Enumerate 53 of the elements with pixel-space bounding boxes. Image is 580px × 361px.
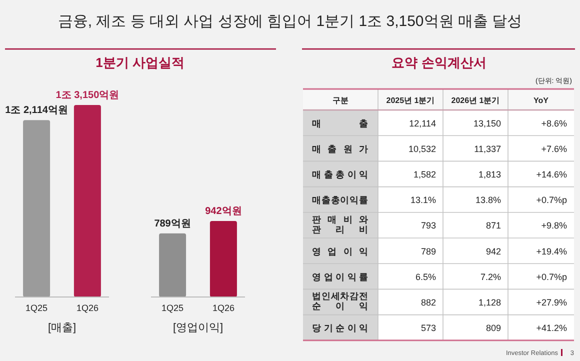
category-label: YoY: [534, 96, 550, 105]
text: 13.8%: [475, 195, 501, 206]
text: 13,150: [473, 118, 501, 128]
category-label: 매출총이익률: [312, 195, 368, 206]
text: 1분기 사업실적: [96, 55, 184, 70]
text: +0.7%p: [536, 195, 567, 206]
text: +9.8%: [541, 220, 567, 231]
text: 1,582: [413, 170, 436, 180]
category-label: 매출총이익: [312, 170, 368, 180]
category-label: 판매비와관리비: [312, 214, 368, 234]
text: 13.1%: [410, 195, 436, 206]
text: 7.2%: [480, 272, 501, 282]
data-label: 942억원: [205, 206, 242, 217]
text: +8.6%: [541, 118, 567, 128]
x-tick-label: 1Q25: [26, 303, 48, 313]
text: +7.6%: [541, 144, 567, 154]
text: 1,128: [478, 298, 501, 308]
data-label: 789억원: [154, 218, 191, 230]
text: 793: [420, 220, 436, 231]
category-label: 매출원가: [312, 144, 368, 154]
text: 789: [420, 246, 436, 256]
text: 1,813: [478, 170, 501, 180]
text: +19.4%: [536, 246, 567, 256]
text: 11,337: [474, 144, 501, 154]
x-tick-label: 1Q26: [76, 303, 98, 313]
text: +27.9%: [536, 298, 567, 308]
annotation: 1조 3,150억원: [56, 90, 120, 101]
annotation: 1조 2,114억원: [5, 105, 68, 116]
x-tick-label: 1Q26: [212, 303, 234, 313]
text: 809: [486, 323, 501, 334]
category-label: 당기순이익: [312, 323, 368, 334]
text: 573: [420, 323, 436, 334]
category-label: 2025년 1분기: [386, 96, 435, 105]
text: +0.7%p: [536, 272, 567, 282]
category-label: 영업이익률: [312, 272, 368, 282]
text: 금융, 제조 등 대외 사업 성장에 힘입어 1분기 1조 3,150억원 매출 달성: [58, 13, 522, 30]
category-label: 영업이익: [312, 246, 368, 256]
text: 12,114: [409, 118, 436, 128]
text: 10,532: [408, 144, 436, 154]
text: 6.5%: [415, 272, 436, 282]
x-tick-label: 1Q25: [162, 303, 184, 313]
category-label: 2026년 1분기: [451, 96, 500, 105]
text: 942: [486, 246, 501, 256]
text: +14.6%: [536, 170, 567, 180]
x-axis-title: [매출]: [48, 322, 76, 334]
text: +41.2%: [536, 323, 567, 334]
text: 871: [486, 220, 501, 231]
text: 요약 손익계산서: [392, 55, 486, 70]
text: 882: [420, 298, 436, 308]
x-axis-title: [영업이익]: [172, 322, 224, 334]
category-label: 법인세차감전순이익: [312, 291, 368, 312]
category-label: 매출: [312, 118, 368, 128]
category-label: 구분: [332, 96, 348, 105]
